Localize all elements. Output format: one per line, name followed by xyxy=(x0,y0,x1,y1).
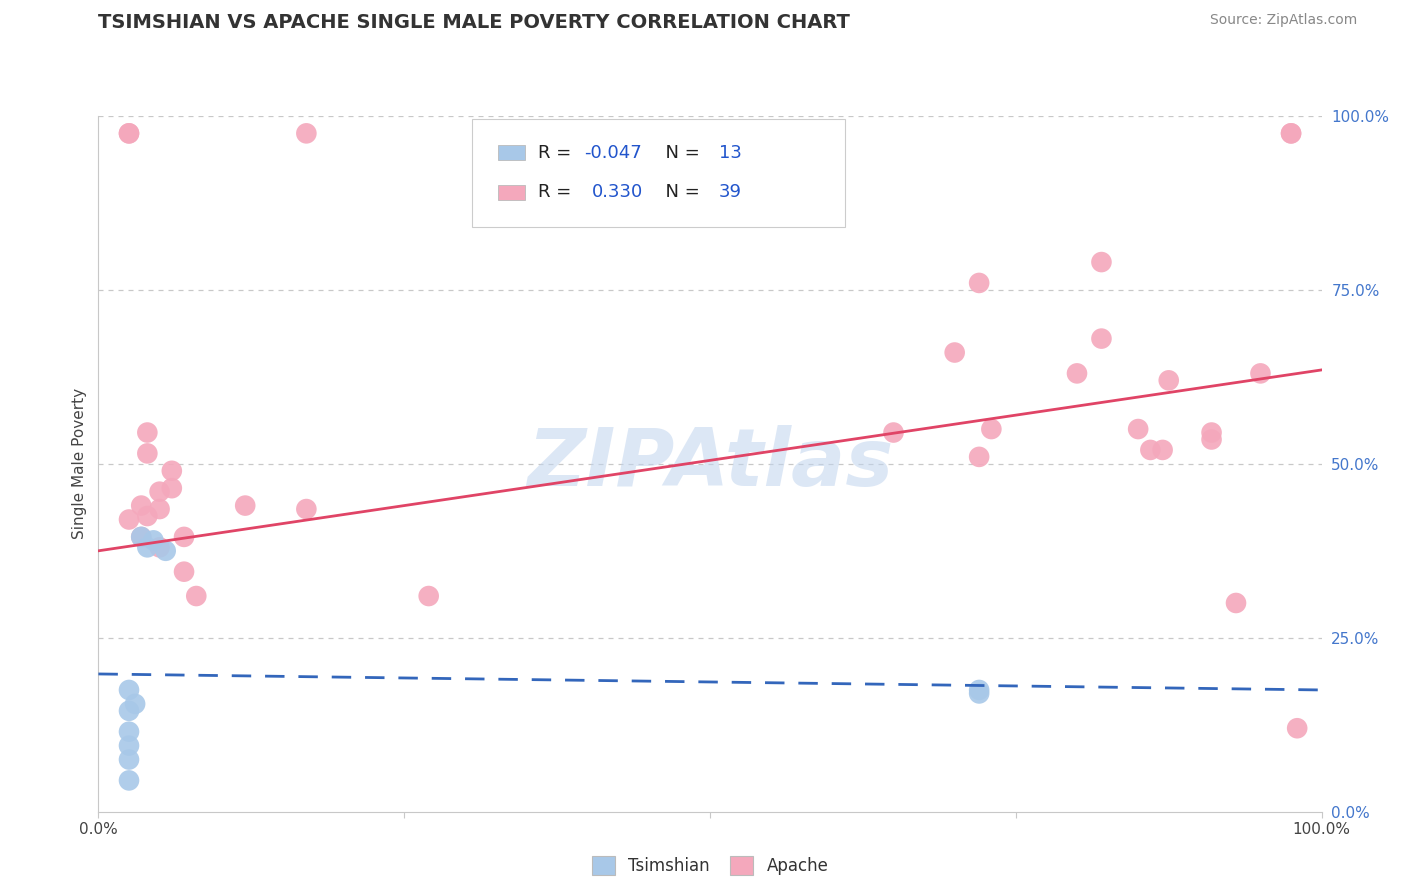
Point xyxy=(173,565,195,579)
Point xyxy=(1279,127,1302,141)
Point xyxy=(967,686,990,700)
Point xyxy=(1279,127,1302,141)
Point xyxy=(1201,425,1223,440)
Text: 13: 13 xyxy=(718,144,741,161)
Point xyxy=(883,425,905,440)
Point xyxy=(155,544,177,558)
Text: 39: 39 xyxy=(718,184,741,202)
Text: R =: R = xyxy=(537,144,576,161)
Text: N =: N = xyxy=(654,144,706,161)
Point xyxy=(118,704,141,718)
Point xyxy=(1225,596,1247,610)
Point xyxy=(118,773,141,788)
Point xyxy=(943,345,966,359)
FancyBboxPatch shape xyxy=(498,185,526,200)
Point xyxy=(118,512,141,526)
Point xyxy=(160,464,183,478)
Text: N =: N = xyxy=(654,184,706,202)
Text: TSIMSHIAN VS APACHE SINGLE MALE POVERTY CORRELATION CHART: TSIMSHIAN VS APACHE SINGLE MALE POVERTY … xyxy=(98,13,851,32)
Point xyxy=(118,739,141,753)
Point xyxy=(129,499,152,513)
Point xyxy=(136,446,159,460)
Point xyxy=(129,530,152,544)
Point xyxy=(295,127,318,141)
FancyBboxPatch shape xyxy=(471,120,845,227)
Point xyxy=(418,589,440,603)
Point xyxy=(118,127,141,141)
Point xyxy=(1249,367,1271,381)
Point xyxy=(1286,721,1309,735)
Point xyxy=(186,589,208,603)
Point xyxy=(142,533,165,548)
Point xyxy=(173,530,195,544)
Point xyxy=(1201,433,1223,447)
Point xyxy=(129,530,152,544)
Point xyxy=(1090,332,1112,346)
Point xyxy=(124,697,146,711)
Point xyxy=(1128,422,1150,436)
Point xyxy=(136,425,159,440)
Point xyxy=(295,502,318,516)
Point xyxy=(136,508,159,523)
Point xyxy=(118,683,141,698)
Point xyxy=(118,127,141,141)
Point xyxy=(149,502,172,516)
Text: R =: R = xyxy=(537,184,582,202)
Point xyxy=(149,484,172,499)
Text: -0.047: -0.047 xyxy=(583,144,641,161)
Point xyxy=(118,753,141,767)
FancyBboxPatch shape xyxy=(498,145,526,161)
Point xyxy=(1066,367,1088,381)
Point xyxy=(1152,442,1174,457)
Point xyxy=(967,276,990,290)
Point xyxy=(118,724,141,739)
Point xyxy=(1157,373,1180,387)
Text: Source: ZipAtlas.com: Source: ZipAtlas.com xyxy=(1209,13,1357,28)
Point xyxy=(149,541,172,555)
Point xyxy=(1090,255,1112,269)
Point xyxy=(233,499,256,513)
Y-axis label: Single Male Poverty: Single Male Poverty xyxy=(72,388,87,540)
Point xyxy=(136,541,159,555)
Text: ZIPAtlas: ZIPAtlas xyxy=(527,425,893,503)
Point xyxy=(1139,442,1161,457)
Point xyxy=(980,422,1002,436)
Point xyxy=(967,683,990,698)
Legend: Tsimshian, Apache: Tsimshian, Apache xyxy=(583,847,837,883)
Point xyxy=(160,481,183,495)
Point xyxy=(967,450,990,464)
Text: 0.330: 0.330 xyxy=(592,184,643,202)
